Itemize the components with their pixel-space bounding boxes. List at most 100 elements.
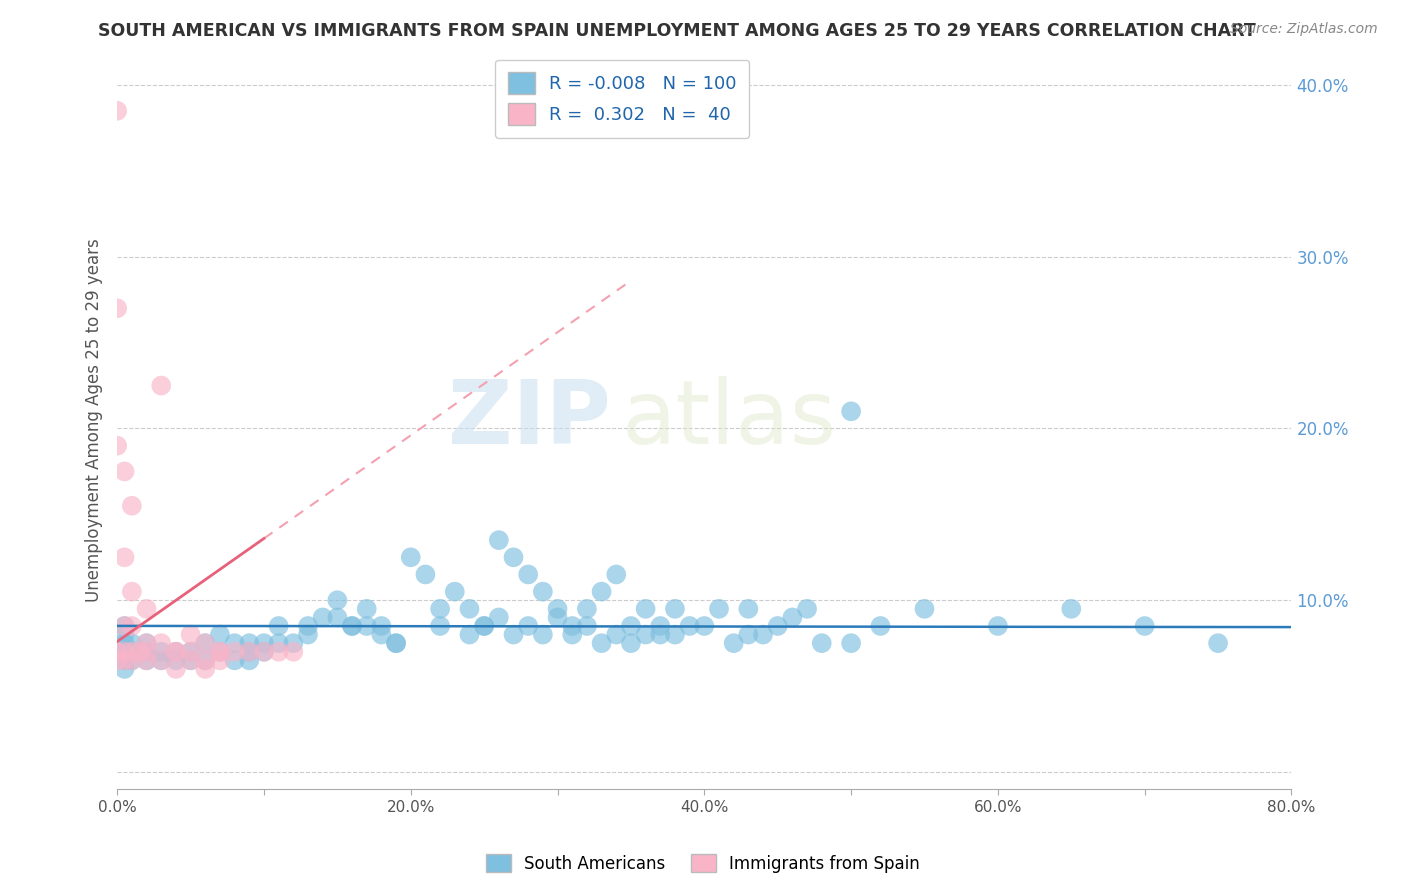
- Point: [253, 645, 276, 659]
- Point: [1060, 602, 1083, 616]
- Point: [208, 653, 231, 667]
- Point: [238, 653, 260, 667]
- Point: [839, 636, 862, 650]
- Point: [1206, 636, 1229, 650]
- Point: [267, 645, 290, 659]
- Point: [312, 610, 335, 624]
- Point: [150, 653, 173, 667]
- Point: [547, 602, 569, 616]
- Point: [370, 619, 392, 633]
- Point: [238, 645, 260, 659]
- Point: [458, 602, 481, 616]
- Point: [356, 602, 378, 616]
- Point: [150, 645, 173, 659]
- Point: [194, 636, 217, 650]
- Point: [194, 653, 217, 667]
- Point: [679, 619, 702, 633]
- Point: [429, 619, 451, 633]
- Point: [114, 627, 136, 641]
- Point: [208, 645, 231, 659]
- Point: [693, 619, 716, 633]
- Point: [987, 619, 1010, 633]
- Point: [135, 645, 157, 659]
- Point: [165, 645, 187, 659]
- Point: [531, 627, 554, 641]
- Point: [575, 602, 598, 616]
- Legend: R = -0.008   N = 100, R =  0.302   N =  40: R = -0.008 N = 100, R = 0.302 N = 40: [495, 60, 749, 138]
- Point: [114, 550, 136, 565]
- Text: SOUTH AMERICAN VS IMMIGRANTS FROM SPAIN UNEMPLOYMENT AMONG AGES 25 TO 29 YEARS C: SOUTH AMERICAN VS IMMIGRANTS FROM SPAIN …: [98, 22, 1256, 40]
- Point: [634, 627, 657, 641]
- Point: [297, 627, 319, 641]
- Point: [180, 645, 202, 659]
- Point: [121, 653, 143, 667]
- Point: [399, 550, 422, 565]
- Point: [591, 584, 613, 599]
- Point: [1133, 619, 1156, 633]
- Point: [253, 645, 276, 659]
- Point: [121, 619, 143, 633]
- Point: [238, 645, 260, 659]
- Point: [634, 602, 657, 616]
- Point: [591, 636, 613, 650]
- Point: [128, 645, 150, 659]
- Point: [121, 653, 143, 667]
- Point: [283, 645, 305, 659]
- Point: [150, 636, 173, 650]
- Point: [114, 653, 136, 667]
- Point: [575, 619, 598, 633]
- Point: [135, 653, 157, 667]
- Point: [283, 636, 305, 650]
- Point: [385, 636, 408, 650]
- Point: [620, 619, 643, 633]
- Point: [208, 627, 231, 641]
- Point: [114, 645, 136, 659]
- Point: [135, 653, 157, 667]
- Point: [165, 653, 187, 667]
- Point: [224, 653, 246, 667]
- Point: [194, 636, 217, 650]
- Point: [472, 619, 495, 633]
- Point: [796, 602, 818, 616]
- Point: [370, 627, 392, 641]
- Point: [914, 602, 936, 616]
- Point: [165, 662, 187, 676]
- Point: [723, 636, 745, 650]
- Point: [472, 619, 495, 633]
- Point: [121, 645, 143, 659]
- Point: [180, 653, 202, 667]
- Point: [547, 610, 569, 624]
- Point: [135, 636, 157, 650]
- Point: [810, 636, 832, 650]
- Point: [326, 610, 349, 624]
- Point: [517, 619, 540, 633]
- Point: [605, 627, 627, 641]
- Point: [620, 636, 643, 650]
- Point: [114, 619, 136, 633]
- Point: [766, 619, 789, 633]
- Point: [150, 378, 173, 392]
- Point: [121, 584, 143, 599]
- Point: [194, 662, 217, 676]
- Point: [105, 301, 128, 316]
- Point: [114, 465, 136, 479]
- Point: [488, 610, 510, 624]
- Text: atlas: atlas: [621, 376, 837, 464]
- Point: [180, 627, 202, 641]
- Point: [224, 636, 246, 650]
- Point: [502, 627, 524, 641]
- Point: [194, 653, 217, 667]
- Point: [561, 627, 583, 641]
- Point: [415, 567, 437, 582]
- Point: [121, 499, 143, 513]
- Point: [326, 593, 349, 607]
- Point: [238, 636, 260, 650]
- Point: [114, 636, 136, 650]
- Point: [737, 627, 759, 641]
- Point: [150, 653, 173, 667]
- Y-axis label: Unemployment Among Ages 25 to 29 years: Unemployment Among Ages 25 to 29 years: [86, 238, 103, 602]
- Point: [385, 636, 408, 650]
- Point: [664, 627, 686, 641]
- Point: [517, 567, 540, 582]
- Point: [267, 619, 290, 633]
